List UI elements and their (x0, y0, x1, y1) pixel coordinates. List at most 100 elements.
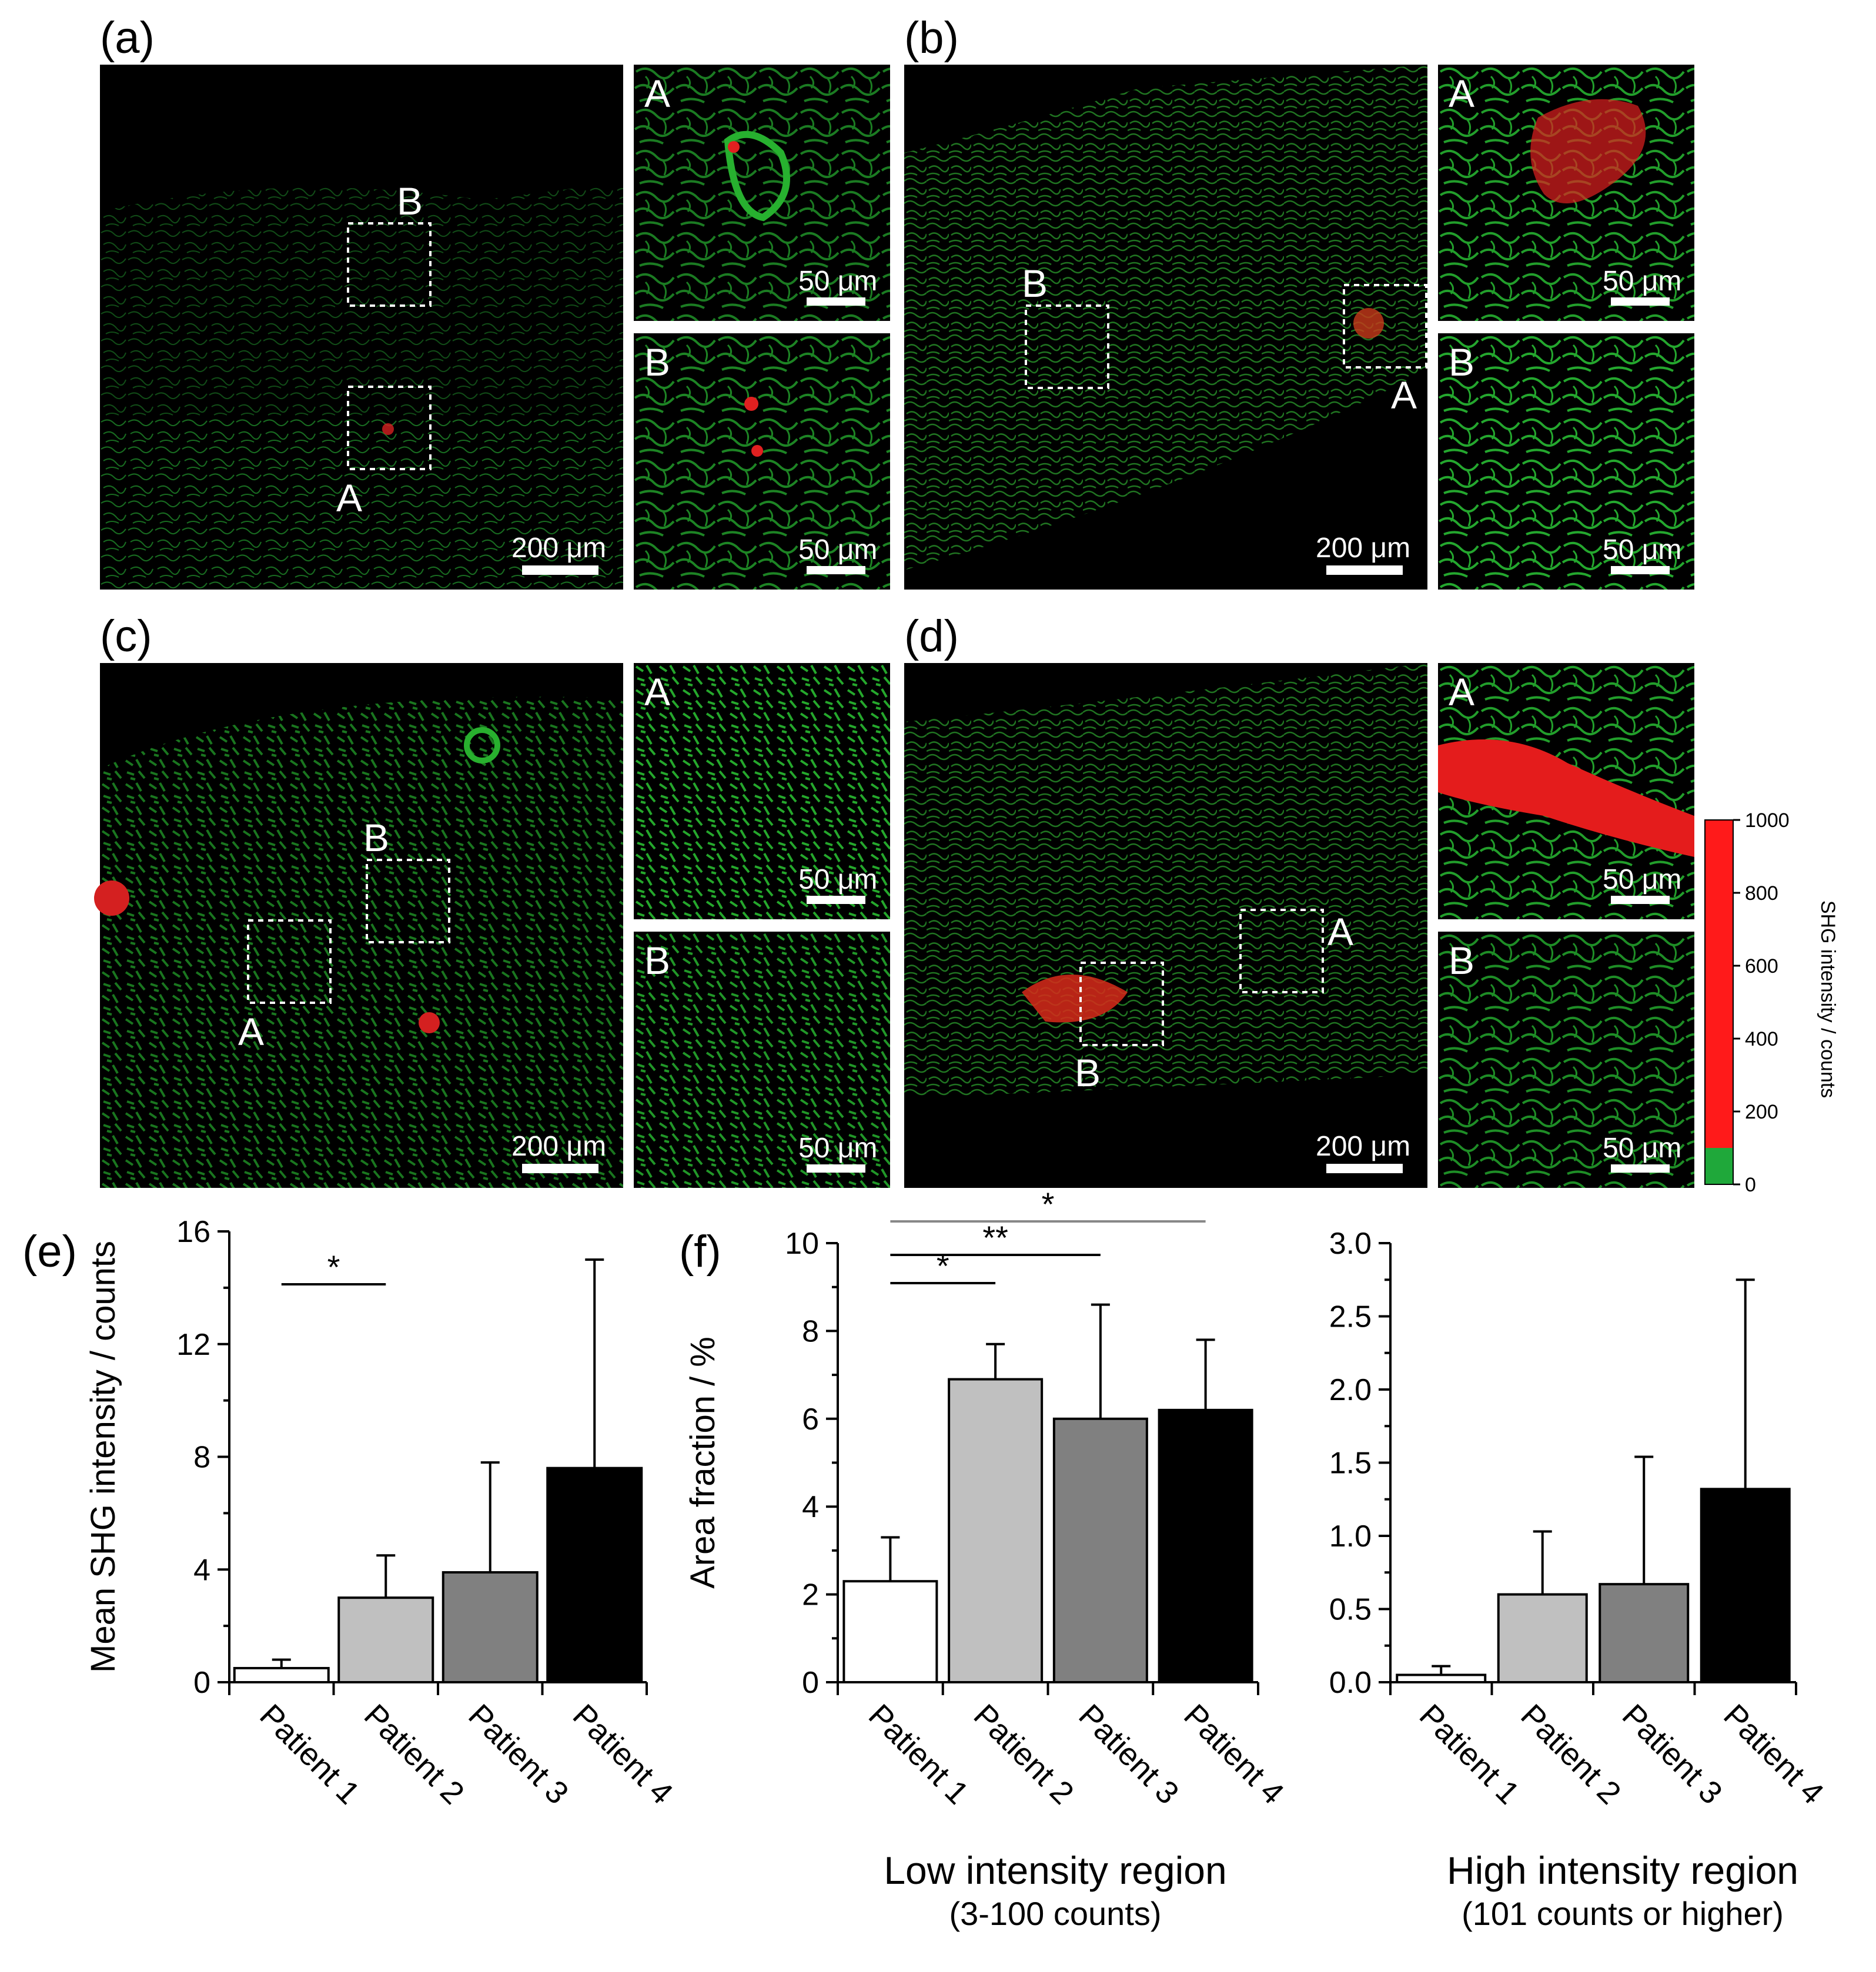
roi-label-a: A (1327, 910, 1353, 953)
roi-label-a: A (238, 1010, 264, 1053)
inset-c-bottom: B 50 μm (634, 932, 890, 1188)
main-image-d: A B 200 μm (904, 663, 1427, 1188)
y-tick-label: 8 (802, 1314, 819, 1348)
inset-scale-bar (807, 566, 865, 574)
main-image-a: B A 200 μm (100, 65, 623, 590)
micrograph-panel-a: (a) B A 200 μm A 50 μm B (100, 13, 890, 590)
scale-bar (1326, 565, 1403, 575)
category-label: Patient 2 (1514, 1698, 1627, 1811)
y-tick-label: 2.0 (1329, 1373, 1372, 1407)
roi-label-b: B (363, 816, 389, 859)
inset-label: A (1449, 670, 1474, 714)
inset-d-bottom: B 50 μm (1438, 932, 1694, 1188)
bar (842, 1580, 938, 1683)
panel-letter-d: (d) (904, 611, 959, 661)
bar (1052, 1417, 1148, 1684)
colorbar-low-segment (1705, 1148, 1733, 1184)
roi-label-b: B (1022, 262, 1048, 305)
y-tick-label: 2.5 (1329, 1300, 1372, 1334)
category-label: Patient 4 (1717, 1698, 1830, 1811)
bar (337, 1596, 434, 1683)
category-label: Patient 4 (566, 1698, 680, 1811)
inset-d-top: A 50 μm (1438, 663, 1694, 919)
y-tick-label: 0 (193, 1666, 210, 1700)
bar (948, 1378, 1044, 1684)
roi-label-b: B (1075, 1051, 1101, 1094)
y-axis-title: Area fraction / % (684, 1337, 722, 1589)
inset-scale-bar (1611, 566, 1670, 574)
inset-b-bottom: B 50 μm (1438, 333, 1694, 590)
bar (546, 1467, 643, 1684)
bar (1396, 1673, 1487, 1684)
main-image-c: B A 200 μm (94, 663, 623, 1188)
micrograph-panel-b: (b) B A 200 μm A 50 μm B 50 μm (904, 13, 1694, 590)
inset-scale-bar (1611, 297, 1670, 306)
inset-b-top: A 50 μm (1438, 65, 1694, 321)
roi-box-a (1343, 284, 1427, 369)
roi-box-b (347, 222, 432, 307)
y-tick-label: 12 (176, 1328, 210, 1362)
colorbar-tick-label: 800 (1745, 882, 1778, 905)
scale-bar-label: 200 μm (511, 533, 606, 564)
colorbar-tick-label: 400 (1745, 1028, 1778, 1050)
roi-box-a (347, 386, 432, 470)
inset-scale-bar (807, 297, 865, 306)
category-label: Patient 1 (1413, 1698, 1526, 1811)
roi-label-a: A (336, 476, 362, 520)
y-tick-label: 1.5 (1329, 1447, 1372, 1481)
scale-bar-label: 200 μm (1316, 533, 1410, 564)
roi-label-a: A (1391, 373, 1417, 417)
scale-bar (522, 1164, 598, 1173)
inset-scale-bar (807, 896, 865, 904)
inset-scale-label: 50 μm (1603, 266, 1681, 297)
bar (1497, 1593, 1588, 1684)
scale-bar (522, 565, 598, 575)
y-tick-label: 8 (193, 1441, 210, 1475)
significance-label: * (937, 1247, 949, 1284)
panel-letter-c: (c) (100, 611, 152, 661)
colorbar: 1000 800 600 400 200 0 SHG intensity / counts (1704, 809, 1839, 1196)
y-tick-label: 16 (176, 1215, 210, 1249)
inset-label: B (1449, 939, 1474, 982)
inset-scale-bar (1611, 1164, 1670, 1173)
bar (1158, 1408, 1253, 1684)
bar (1599, 1583, 1690, 1683)
inset-scale-label: 50 μm (1603, 864, 1681, 895)
colorbar-ticks: 1000 800 600 400 200 0 (1704, 809, 1790, 1196)
inset-scale-bar (1611, 896, 1670, 904)
inset-scale-label: 50 μm (1603, 1133, 1681, 1164)
y-tick-label: 0.5 (1329, 1593, 1372, 1627)
inset-label: A (1449, 72, 1474, 115)
inset-scale-label: 50 μm (798, 864, 877, 895)
inset-a-top: A 50 μm (634, 65, 890, 321)
inset-label: B (644, 340, 670, 384)
inset-label: A (644, 72, 670, 115)
inset-label: B (1449, 340, 1474, 384)
inset-label: A (644, 670, 670, 714)
panel-letter-f: (f) (679, 1227, 721, 1277)
inset-scale-label: 50 μm (1603, 534, 1681, 565)
high-region-subtitle: (101 counts or higher) (1462, 1895, 1784, 1932)
y-tick-label: 1.0 (1329, 1519, 1372, 1554)
colorbar-tick-label: 600 (1745, 955, 1778, 977)
scale-bar-label: 200 μm (1316, 1131, 1410, 1162)
colorbar-tick-label: 0 (1745, 1174, 1756, 1196)
inset-label: B (644, 939, 670, 982)
colorbar-tick-label: 200 (1745, 1101, 1778, 1123)
panel-letter-a: (a) (100, 13, 155, 63)
y-tick-label: 0 (802, 1666, 819, 1700)
category-label: Patient 3 (1072, 1698, 1185, 1811)
colorbar-tick-label: 1000 (1745, 809, 1790, 832)
y-axis-title: Mean SHG intensity / counts (84, 1241, 122, 1673)
panel-letter-e: (e) (22, 1227, 77, 1277)
inset-scale-label: 50 μm (798, 534, 877, 565)
significance-label: ** (982, 1219, 1008, 1256)
low-region-title: Low intensity region (884, 1849, 1226, 1892)
inset-scale-label: 50 μm (798, 266, 877, 297)
bar (442, 1571, 539, 1683)
bar (1700, 1488, 1791, 1684)
roi-box-b (1079, 962, 1164, 1046)
